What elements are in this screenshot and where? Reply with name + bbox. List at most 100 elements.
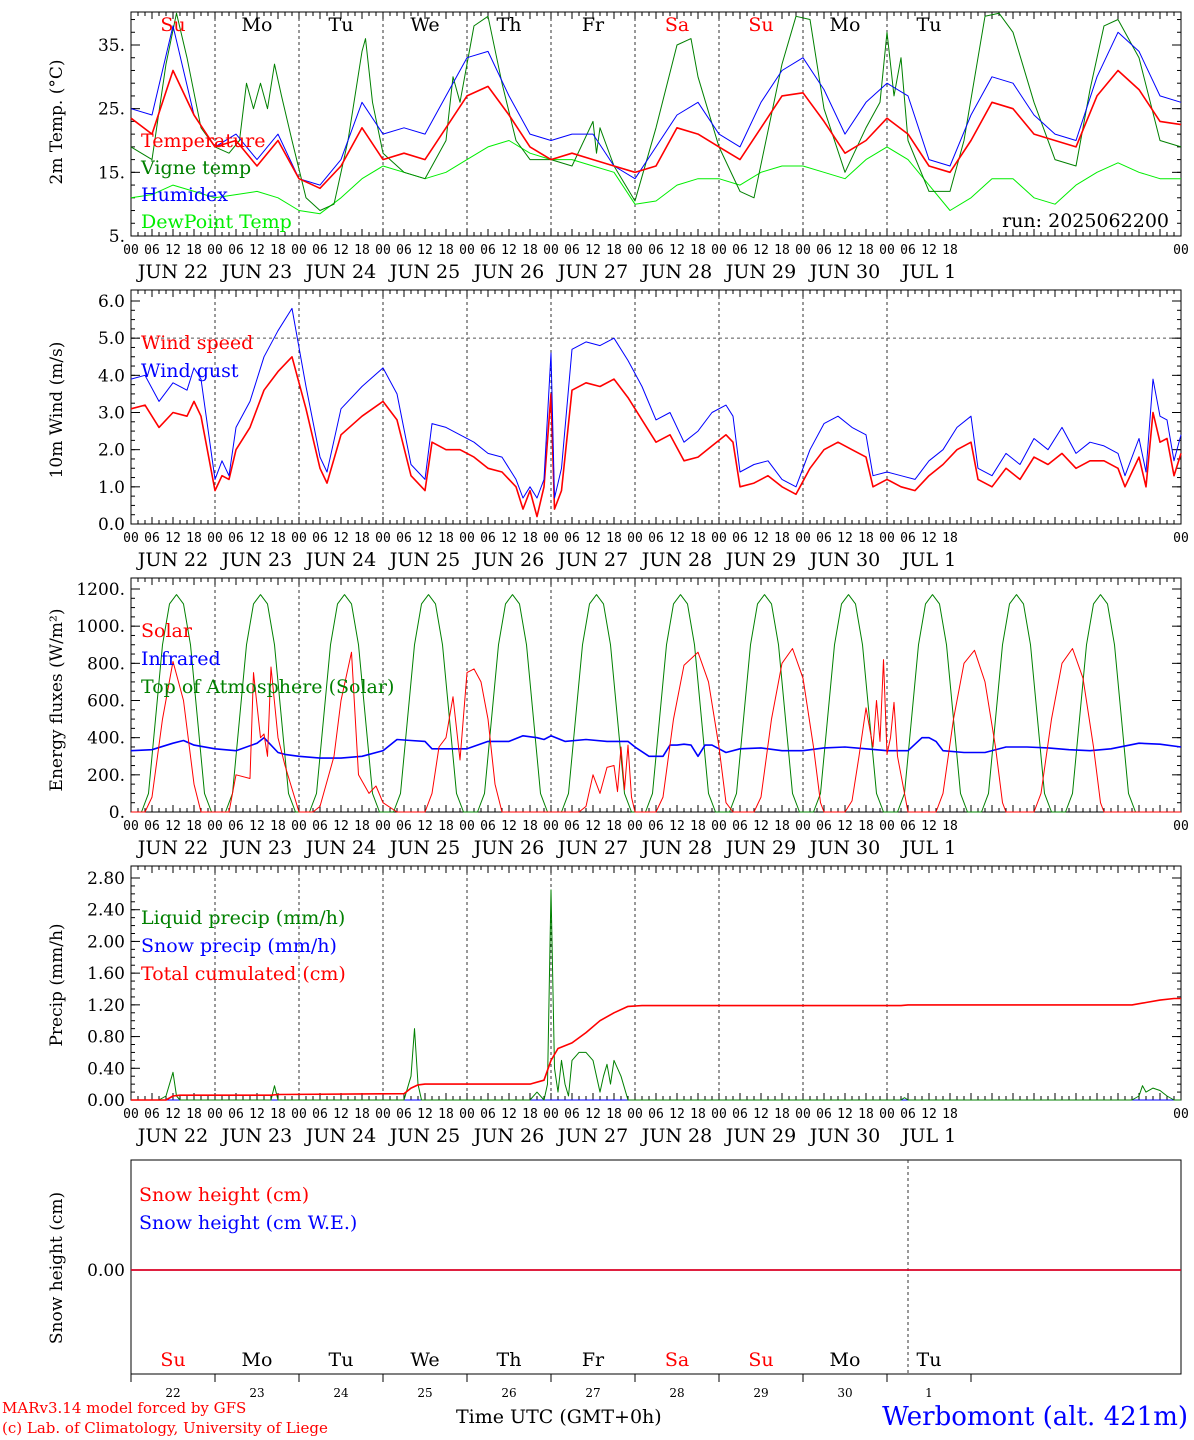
hour-tick-label: 06 [732, 243, 748, 258]
hour-tick-label: 12 [333, 819, 349, 834]
y-tick-label: 0.80 [87, 1028, 125, 1048]
hour-tick-label: 00 [123, 531, 139, 546]
legend-label: Total cumulated (cm) [141, 963, 346, 985]
y-tick-label: 0. [109, 803, 125, 823]
series-line [131, 997, 1181, 1101]
hour-tick-label: 12 [249, 819, 265, 834]
y-tick-label: 5. [109, 227, 125, 247]
hour-tick-label: 06 [648, 531, 664, 546]
hour-tick-label: 00 [291, 531, 307, 546]
hour-tick-label: 06 [648, 243, 664, 258]
y-tick-label: 1.60 [87, 964, 125, 984]
weekday-label: Mo [830, 14, 861, 36]
date-tick-label: JUN 26 [472, 837, 544, 859]
series-line [130, 12, 1182, 211]
date-tick-label: JUN 24 [304, 837, 376, 859]
y-tick-label: 600. [87, 692, 125, 712]
hour-tick-label: 06 [228, 1107, 244, 1122]
y-tick-label: 0.00 [87, 1091, 125, 1111]
hour-tick-label: 06 [144, 531, 160, 546]
date-tick-label: JUN 22 [136, 837, 208, 859]
hour-tick-label: 06 [228, 243, 244, 258]
weekday-label: Tu [329, 14, 354, 36]
hour-tick-label: 12 [585, 819, 601, 834]
hour-tick-label: 12 [585, 531, 601, 546]
date-tick-label: JUL 1 [900, 1125, 956, 1147]
hour-tick-label: 06 [480, 243, 496, 258]
weekday-label: Sa [665, 1349, 689, 1371]
panel-5: 0.00 Snow height (cm) Snow height (cm) Snow… [47, 1159, 1182, 1400]
hour-tick-label: 18 [438, 531, 454, 546]
hour-tick-label: 00 [795, 531, 811, 546]
series-line [131, 594, 1181, 813]
day-number-label: 25 [417, 1386, 432, 1400]
y-tick-label: 15. [98, 163, 125, 183]
hour-tick-label: 06 [480, 1107, 496, 1122]
y-tick-label: 400. [87, 729, 125, 749]
hour-tick-label: 00 [711, 531, 727, 546]
y-tick-label: 200. [87, 766, 125, 786]
hour-tick-label: 00 [627, 531, 643, 546]
hour-tick-label: 00 [375, 531, 391, 546]
hour-tick-label: 18 [270, 531, 286, 546]
day-number-label: 26 [501, 1386, 516, 1400]
hour-tick-label: 00 [207, 531, 223, 546]
plot-frame [130, 1159, 1182, 1375]
hour-tick-label: 18 [942, 1107, 958, 1122]
date-tick-label: JUN 23 [220, 549, 292, 571]
hour-tick-label: 12 [501, 243, 517, 258]
day-number-label: 29 [753, 1386, 768, 1400]
y-tick-label: 2.80 [87, 869, 125, 889]
hour-tick-label: 06 [816, 819, 832, 834]
date-tick-label: JUN 25 [388, 837, 460, 859]
series-line [130, 140, 1181, 215]
date-tick-label: JUN 23 [220, 261, 292, 283]
series-line [130, 307, 1182, 499]
hour-tick-label: 18 [942, 531, 958, 546]
weekday-label: Mo [242, 1349, 273, 1371]
hour-tick-label: 06 [816, 1107, 832, 1122]
hour-tick-label: 18 [774, 531, 790, 546]
hour-tick-label: 00 [627, 1107, 643, 1122]
date-tick-label: JUN 27 [556, 837, 628, 859]
legend-label: Top of Atmosphere (Solar) [141, 676, 394, 698]
hour-tick-label: 00 [123, 243, 139, 258]
series-line [130, 25, 1182, 186]
panel-3: 00 06 12 18 JUN 22 00 06 12 18 JUN 23 00 06 12 18 JUN … [47, 577, 1189, 859]
hour-tick-label: 18 [606, 819, 622, 834]
y-tick-label: 0.0 [98, 515, 125, 535]
y-tick-label: 0.00 [87, 1261, 125, 1281]
hour-tick-label: 18 [270, 243, 286, 258]
credit-line-2: (c) Lab. of Climatology, University of L… [2, 1419, 328, 1437]
y-tick-label: 5.0 [98, 329, 125, 349]
hour-tick-label: 00 [543, 819, 559, 834]
hour-tick-label: 06 [900, 243, 916, 258]
day-number-label: 30 [837, 1386, 852, 1400]
legend-label: Temperature [141, 130, 265, 152]
hour-tick-label: 18 [858, 819, 874, 834]
hour-tick-label: 00 [1173, 819, 1189, 834]
hour-tick-label: 00 [1173, 1107, 1189, 1122]
hour-tick-label: 06 [564, 1107, 580, 1122]
hour-tick-label: 00 [207, 819, 223, 834]
hour-tick-label: 00 [459, 531, 475, 546]
hour-tick-label: 18 [522, 1107, 538, 1122]
hour-tick-label: 18 [522, 243, 538, 258]
day-number-label: 1 [925, 1386, 933, 1400]
hour-tick-label: 00 [459, 819, 475, 834]
hour-tick-label: 06 [732, 1107, 748, 1122]
hour-tick-label: 12 [921, 243, 937, 258]
date-tick-label: JUN 27 [556, 261, 628, 283]
hour-tick-label: 12 [165, 531, 181, 546]
hour-tick-label: 00 [795, 243, 811, 258]
legend-label: Infrared [141, 648, 221, 670]
day-number-label: 28 [669, 1386, 684, 1400]
hour-tick-label: 00 [459, 243, 475, 258]
hour-tick-label: 18 [186, 819, 202, 834]
hour-tick-label: 18 [942, 819, 958, 834]
hour-tick-label: 00 [1173, 243, 1189, 258]
hour-tick-label: 12 [753, 243, 769, 258]
hour-tick-label: 18 [270, 1107, 286, 1122]
weekday-label: Mo [830, 1349, 861, 1371]
